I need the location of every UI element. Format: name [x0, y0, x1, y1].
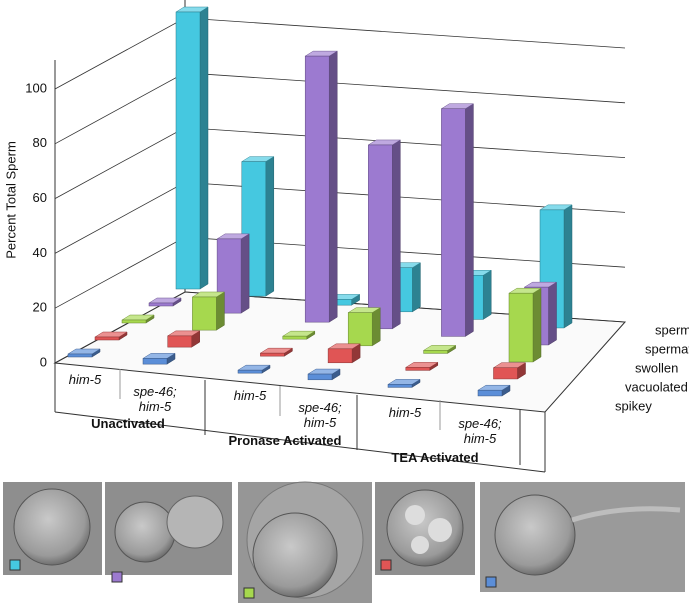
bar-front	[237, 369, 263, 374]
bar-front	[67, 353, 93, 358]
bar-side	[216, 291, 225, 331]
bar	[404, 361, 439, 371]
bar-front	[441, 108, 466, 337]
group-label: TEA Activated	[391, 450, 479, 465]
table-line	[54, 411, 546, 473]
bar	[142, 352, 176, 365]
group-label: Pronase Activated	[228, 433, 342, 448]
bar	[94, 331, 128, 341]
bar-front	[387, 384, 413, 388]
bar-front	[405, 367, 431, 371]
y-tick-label: 80	[33, 135, 47, 150]
bar-front	[423, 350, 448, 354]
bar-side	[371, 307, 381, 347]
bar	[327, 343, 361, 364]
bar	[492, 362, 527, 380]
bar	[166, 330, 201, 348]
bar-side	[548, 281, 557, 346]
bar-side	[240, 233, 250, 314]
bar	[347, 307, 382, 347]
bar-front	[508, 292, 534, 363]
bar	[422, 344, 457, 354]
grid-line	[54, 17, 626, 90]
bar-side	[328, 50, 338, 323]
bar	[367, 139, 402, 330]
bar-front	[167, 335, 192, 348]
y-axis-label: Percent Total Sperm	[3, 141, 18, 259]
category-label: him-5	[233, 388, 267, 403]
depth-label: spermatids	[655, 322, 689, 337]
bar	[121, 314, 155, 324]
bar	[304, 50, 339, 323]
depth-label: spikey	[615, 398, 652, 413]
micrographs	[3, 481, 685, 603]
y-tick-label: 60	[33, 190, 47, 205]
group-label: Unactivated	[91, 416, 165, 431]
bar-front	[148, 302, 174, 307]
depth-label: spermatozoa	[645, 341, 689, 356]
bar-front	[282, 335, 308, 340]
bar-front	[304, 55, 330, 323]
bar	[237, 364, 271, 374]
bar-front	[368, 144, 393, 330]
bar-front	[192, 296, 217, 331]
bar-front	[347, 312, 373, 347]
bar-front	[327, 348, 353, 364]
bar-side	[392, 139, 401, 330]
y-tick-label: 40	[33, 245, 47, 260]
category-table	[54, 363, 546, 473]
bar-front	[260, 352, 285, 357]
y-tick-label: 100	[25, 80, 47, 95]
bar	[281, 330, 316, 340]
category-label: spe-46; him-5	[133, 384, 177, 414]
grid-line	[54, 72, 626, 145]
bar	[387, 378, 421, 388]
depth-label: swollen	[635, 360, 678, 375]
grid-line	[54, 181, 626, 254]
bar-side	[412, 262, 421, 313]
bar-side	[199, 6, 209, 290]
bar	[148, 297, 182, 307]
y-tick-label: 0	[40, 354, 47, 369]
bar	[67, 348, 101, 358]
bar-front	[94, 336, 120, 341]
bar	[240, 156, 275, 297]
bar-side	[532, 287, 542, 363]
bar-front	[241, 161, 267, 297]
bar-side	[465, 103, 474, 337]
bar-front	[477, 389, 503, 397]
category-label: him-5	[68, 372, 102, 387]
bar	[175, 6, 209, 290]
bar-front	[175, 11, 201, 290]
bar	[477, 384, 511, 397]
bar-side	[482, 269, 492, 320]
category-label: spe-46; him-5	[458, 416, 502, 446]
bar-side	[265, 156, 275, 297]
category-label: him-5	[388, 405, 422, 420]
grid-line	[54, 127, 626, 199]
bar	[307, 368, 341, 381]
depth-label: vacuolated	[625, 379, 688, 394]
bar	[440, 103, 475, 337]
bar-front	[121, 319, 147, 324]
bar	[259, 347, 294, 357]
bar-front	[307, 373, 333, 381]
y-tick-label: 20	[33, 300, 47, 315]
bar	[191, 291, 226, 331]
bar	[508, 287, 542, 363]
bar-side	[563, 204, 573, 329]
bar-front	[142, 358, 168, 365]
bar-front	[493, 367, 518, 380]
category-label: spe-46; him-5	[298, 400, 342, 430]
